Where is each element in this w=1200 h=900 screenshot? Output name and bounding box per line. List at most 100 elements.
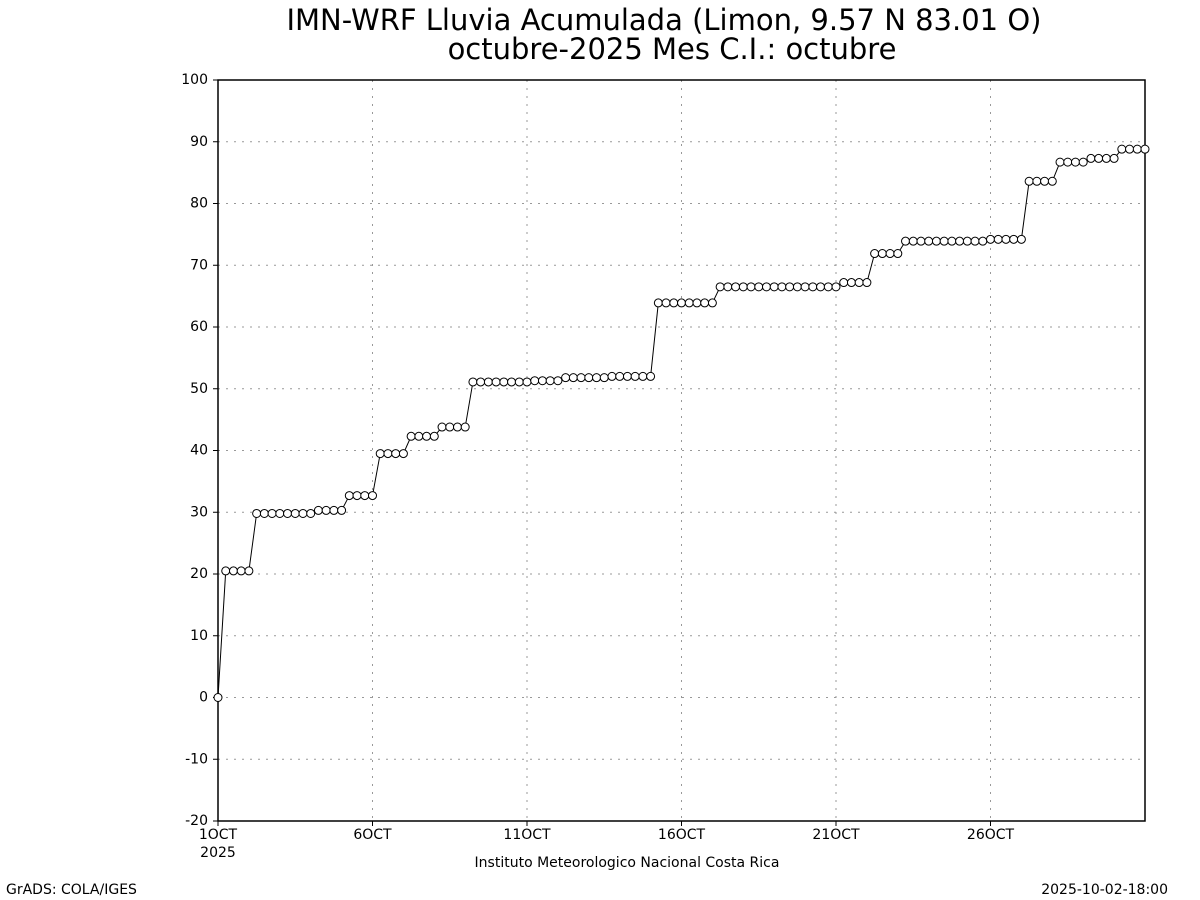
data-point — [854, 278, 864, 288]
data-point — [1001, 234, 1011, 244]
data-point — [306, 508, 316, 518]
data-point — [584, 373, 594, 383]
data-point — [213, 693, 223, 702]
data-point — [916, 236, 926, 246]
data-point — [677, 298, 686, 308]
data-point — [769, 282, 779, 292]
data-point — [823, 282, 833, 292]
chart-title: IMN-WRF Lluvia Acumulada (Limon, 9.57 N … — [286, 3, 1041, 37]
data-point — [228, 566, 238, 576]
x-axis-label: Instituto Meteorologico Nacional Costa R… — [475, 855, 780, 871]
data-point — [275, 508, 285, 518]
data-point — [514, 377, 524, 387]
data-point — [1063, 157, 1073, 167]
data-point — [684, 298, 694, 308]
data-point — [267, 508, 277, 518]
x-tick-label: 11OCT — [503, 827, 551, 843]
data-point — [746, 282, 756, 292]
data-point — [414, 431, 424, 441]
data-point — [391, 449, 401, 459]
chart-subtitle: octubre-2025 Mes C.I.: octubre — [448, 32, 897, 66]
y-tick-label: 40 — [190, 443, 208, 459]
y-tick-label: 20 — [190, 566, 208, 582]
data-point — [1040, 176, 1050, 186]
data-point — [931, 236, 941, 246]
data-point — [522, 377, 532, 387]
data-point — [437, 422, 447, 432]
data-point — [1016, 234, 1026, 244]
data-point — [700, 298, 710, 308]
footer-left: GrADS: COLA/IGES — [6, 882, 137, 898]
data-point — [669, 298, 679, 308]
data-point — [877, 249, 887, 259]
data-point — [298, 508, 308, 518]
data-point — [329, 505, 339, 515]
data-point — [607, 371, 617, 381]
data-point — [777, 282, 787, 292]
data-point — [970, 236, 980, 246]
x-sublabel: 2025 — [200, 845, 236, 861]
data-point — [352, 491, 362, 501]
y-tick-label: 10 — [190, 628, 208, 644]
data-point — [491, 377, 501, 387]
data-point — [476, 377, 486, 387]
data-point — [723, 282, 733, 292]
data-point — [1055, 157, 1065, 167]
data-point — [731, 282, 741, 292]
data-point — [924, 236, 934, 246]
y-tick-label: 30 — [190, 504, 208, 520]
data-point — [630, 371, 640, 381]
data-point — [978, 236, 988, 246]
y-tick-label: 70 — [190, 257, 208, 273]
data-point — [1140, 144, 1150, 154]
data-point — [692, 298, 702, 308]
data-point — [507, 377, 517, 387]
data-point — [962, 236, 972, 246]
data-point — [259, 508, 269, 518]
data-point — [592, 373, 602, 383]
data-point — [375, 449, 385, 459]
data-point — [483, 377, 493, 387]
data-point — [715, 282, 725, 292]
data-point — [545, 376, 555, 386]
data-point — [1132, 144, 1142, 154]
data-point — [537, 376, 547, 386]
data-point — [761, 282, 771, 292]
data-point — [244, 566, 254, 576]
data-point — [290, 508, 300, 518]
data-point — [839, 278, 849, 288]
data-point — [1024, 176, 1034, 186]
data-point — [653, 298, 663, 308]
footer-right: 2025-10-02-18:00 — [1041, 882, 1168, 898]
data-point — [785, 282, 795, 292]
data-point — [406, 431, 416, 441]
data-point — [445, 422, 455, 432]
x-tick-label: 26OCT — [967, 827, 1015, 843]
data-point — [615, 371, 625, 381]
y-tick-label: -20 — [185, 813, 208, 829]
data-point — [646, 371, 656, 381]
data-point — [1086, 153, 1096, 163]
data-point — [1047, 176, 1057, 186]
data-point — [252, 508, 262, 518]
data-point — [955, 236, 965, 246]
data-point — [1009, 234, 1019, 244]
data-point — [638, 371, 648, 381]
data-point — [452, 422, 462, 432]
data-point — [221, 566, 231, 576]
y-tick-label: 80 — [190, 196, 208, 212]
data-point — [599, 373, 609, 383]
data-point — [460, 422, 470, 432]
data-point — [754, 282, 764, 292]
data-point — [1078, 157, 1088, 167]
x-tick-label: 16OCT — [658, 827, 706, 843]
y-tick-label: 100 — [181, 72, 208, 88]
data-point — [1032, 176, 1042, 186]
data-point — [283, 508, 293, 518]
x-tick-label: 1OCT — [199, 827, 238, 843]
x-tick-label: 21OCT — [812, 827, 860, 843]
data-point — [831, 282, 841, 292]
data-point — [800, 282, 810, 292]
